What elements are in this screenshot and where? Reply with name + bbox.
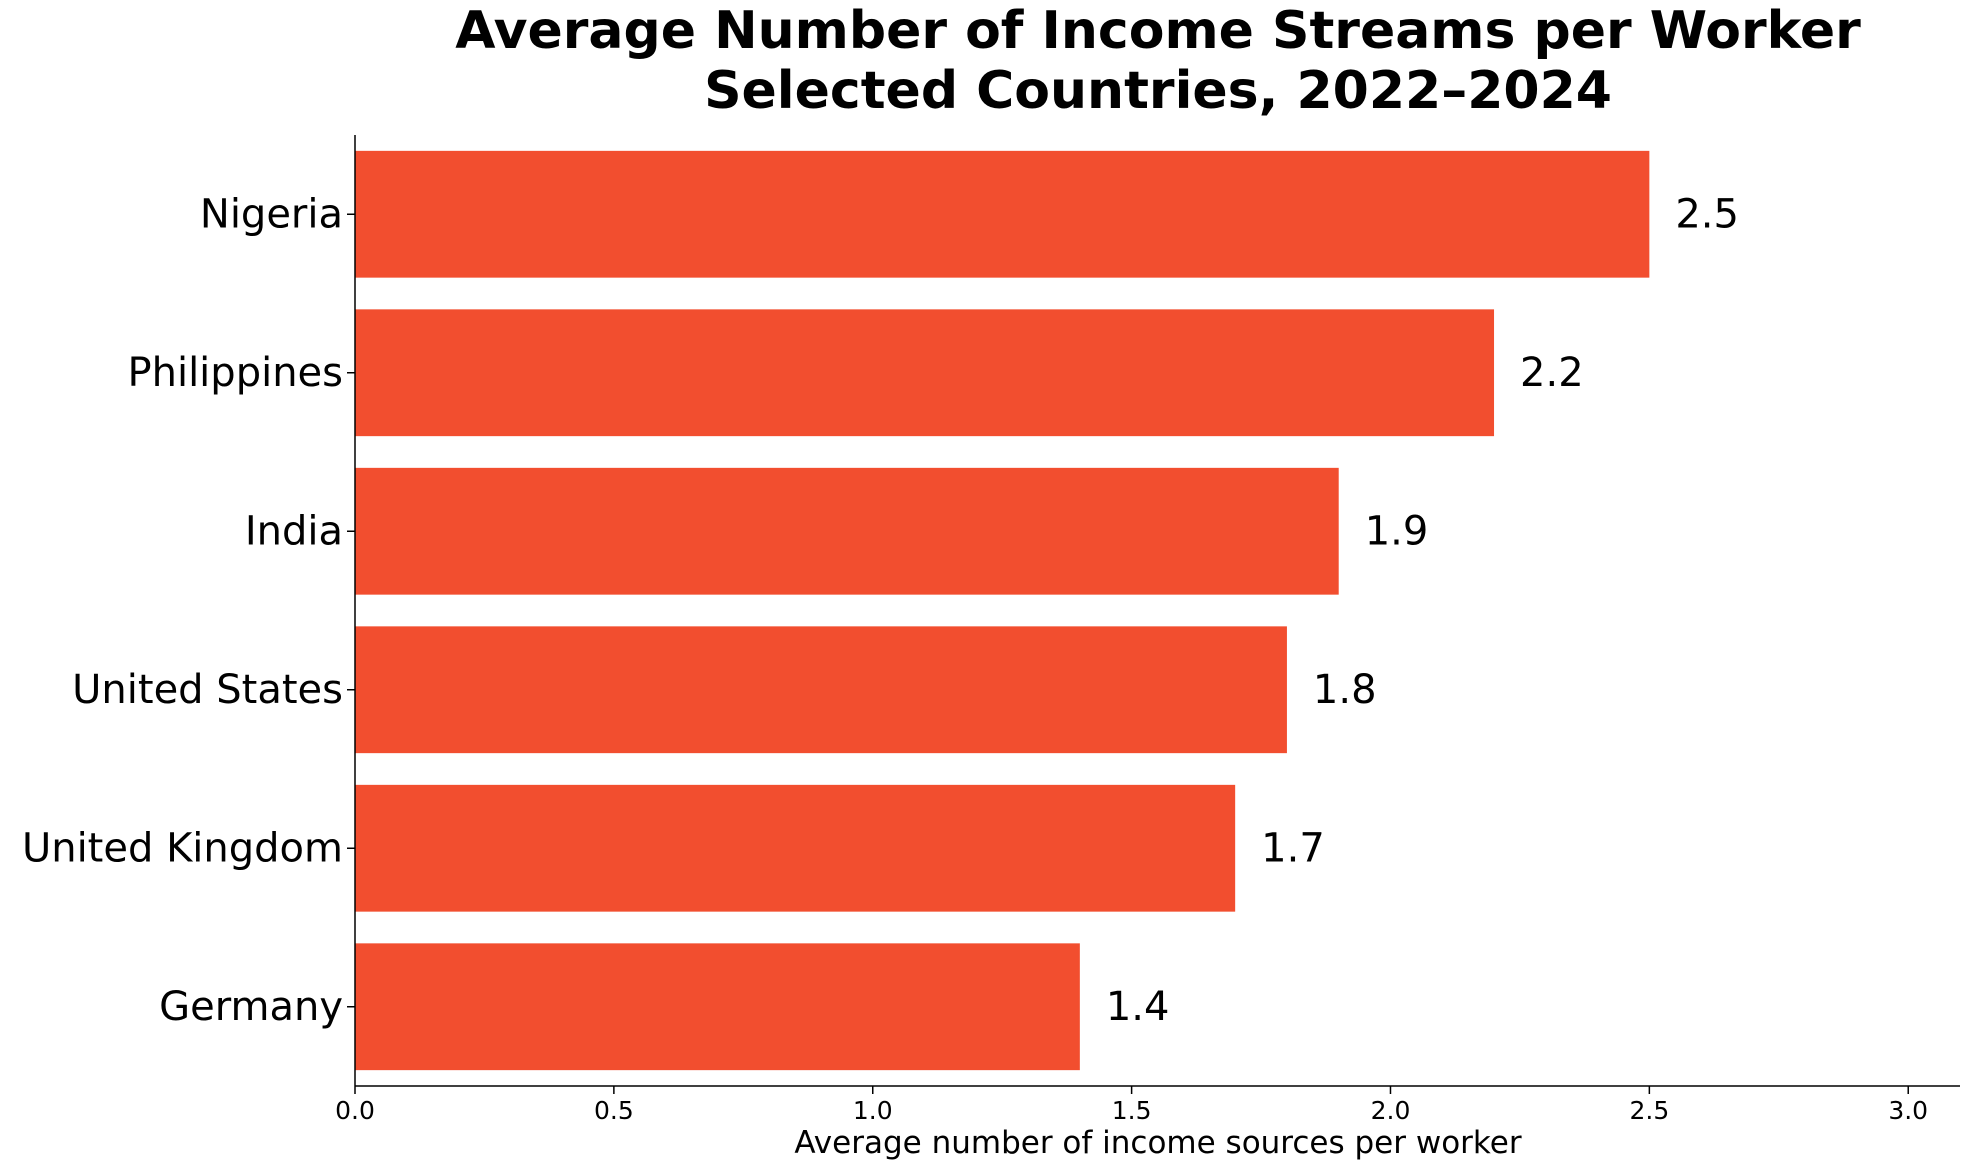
bar-united-kingdom [355,784,1236,912]
value-label: 1.4 [1106,984,1170,1030]
value-label: 2.2 [1520,350,1584,396]
chart-title-line-1: Average Number of Income Streams per Wor… [455,1,1861,61]
x-tick-label: 2.5 [1629,1096,1669,1125]
x-tick-label: 1.5 [1112,1096,1152,1125]
x-ticks-group: 0.0 0.5 1.0 1.5 2.0 2.5 3.0 [335,1086,1928,1125]
y-tick-label: Philippines [127,350,343,396]
value-label: 1.9 [1365,508,1429,554]
y-tick-label: United States [72,667,343,713]
x-tick-label: 0.0 [335,1096,375,1125]
y-tick-label: United Kingdom [22,825,343,871]
x-tick-label: 0.5 [594,1096,634,1125]
value-label: 1.7 [1261,825,1325,871]
value-label: 2.5 [1675,191,1739,237]
value-label: 1.8 [1313,667,1377,713]
bar-nigeria [355,150,1650,278]
bar-india [355,467,1339,595]
x-axis-title: Average number of income sources per wor… [794,1125,1521,1161]
bar-united-states [355,626,1287,754]
x-tick-label: 2.0 [1371,1096,1411,1125]
y-tick-label: Germany [159,984,343,1030]
axes-group [354,135,1960,1087]
y-tick-label: Nigeria [200,191,343,237]
chart-title-line-2: Selected Countries, 2022–2024 [704,61,1612,121]
bars-group: 2.5 Nigeria 2.2 Philippines 1.9 India 1.8 Unite… [22,150,1739,1071]
y-tick-label: India [245,508,343,554]
x-tick-label: 3.0 [1888,1096,1928,1125]
bar-philippines [355,309,1495,437]
bar-germany [355,943,1080,1071]
x-tick-label: 1.0 [853,1096,893,1125]
